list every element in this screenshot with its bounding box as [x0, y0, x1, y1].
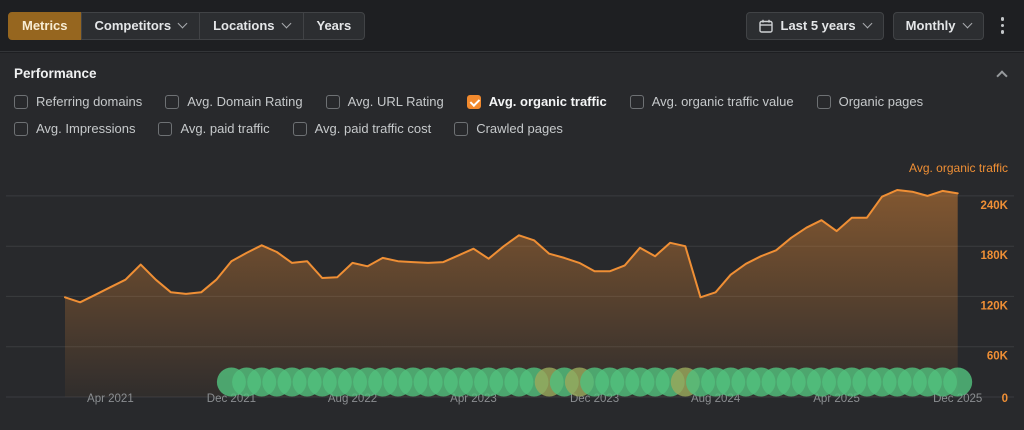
metric-label: Avg. paid traffic cost: [314, 121, 432, 136]
toolbar-right: Last 5 years Monthly: [745, 11, 1013, 40]
annotation-marker[interactable]: [943, 367, 973, 397]
chevron-down-icon: [177, 18, 188, 29]
tab-label: Years: [316, 18, 352, 33]
chevron-down-icon: [862, 18, 873, 29]
metric-label: Referring domains: [36, 94, 143, 109]
checkbox-unchecked-icon: [325, 94, 340, 109]
tab-label: Competitors: [94, 18, 172, 33]
metric-checkbox-organic-pages[interactable]: Organic pages: [816, 94, 924, 109]
metric-label: Avg. organic traffic: [488, 94, 607, 109]
checkbox-unchecked-icon: [14, 94, 28, 109]
panel-title: Performance: [14, 66, 97, 81]
traffic-chart-svg: Apr 2021 Dec 2021 Aug 2022 Apr 2023 Dec 2023…: [6, 161, 1014, 405]
y-tick-label: 240K: [981, 200, 1009, 212]
y-tick-label: 120K: [981, 300, 1009, 312]
tab-label: Metrics: [22, 18, 68, 33]
metric-checkbox-avg-paid-traffic-cost[interactable]: Avg. paid traffic cost: [292, 121, 432, 136]
kebab-dot: [1000, 30, 1004, 34]
tab-competitors[interactable]: Competitors: [80, 11, 201, 40]
traffic-line[interactable]: [64, 189, 959, 304]
calendar-icon: [758, 19, 773, 33]
traffic-chart: Apr 2021 Dec 2021 Aug 2022 Apr 2023 Dec 2023…: [0, 158, 1024, 420]
panel-header: Performance: [0, 53, 1024, 82]
metric-label: Avg. Impressions: [36, 121, 136, 136]
y-tick-label: 60K: [987, 351, 1009, 363]
tab-locations[interactable]: Locations: [199, 11, 304, 40]
metric-row: Referring domains Avg. Domain Rating Avg. …: [14, 94, 1010, 109]
metric-checkbox-referring-domains[interactable]: Referring domains: [14, 94, 142, 109]
y-tick-label: 180K: [981, 250, 1009, 262]
metric-label: Avg. organic traffic value: [651, 94, 794, 109]
checkbox-checked-icon: [466, 94, 481, 109]
tab-years[interactable]: Years: [302, 11, 366, 40]
more-options-button[interactable]: [993, 11, 1013, 40]
metric-label: Avg. paid traffic: [180, 121, 270, 136]
tab-label: Locations: [213, 18, 275, 33]
metric-checkbox-group: Referring domains Avg. Domain Rating Avg. …: [0, 81, 1024, 136]
toolbar: Metrics Competitors Locations Years Last 5 …: [0, 0, 1024, 52]
metric-label: Avg. Domain Rating: [187, 94, 303, 109]
metric-checkbox-avg-impressions[interactable]: Avg. Impressions: [14, 121, 135, 136]
series-label: Avg. organic traffic: [909, 161, 1008, 175]
view-tabs: Metrics Competitors Locations Years: [8, 11, 366, 40]
metric-checkbox-crawled-pages[interactable]: Crawled pages: [454, 121, 563, 136]
chevron-down-icon: [962, 18, 972, 29]
checkbox-unchecked-icon: [165, 94, 180, 109]
checkbox-unchecked-icon: [816, 94, 831, 109]
granularity-label: Monthly: [905, 18, 956, 33]
metric-row: Avg. Impressions Avg. paid traffic Avg. pa…: [14, 121, 1010, 136]
y-tick-label: 0: [1002, 393, 1008, 405]
metric-checkbox-avg-domain-rating[interactable]: Avg. Domain Rating: [165, 94, 303, 109]
tab-metrics[interactable]: Metrics: [8, 11, 82, 40]
checkbox-unchecked-icon: [292, 121, 307, 136]
metric-label: Crawled pages: [476, 121, 563, 136]
metric-checkbox-avg-organic-traffic[interactable]: Avg. organic traffic: [466, 94, 607, 109]
checkbox-unchecked-icon: [158, 121, 173, 136]
checkbox-unchecked-icon: [14, 121, 28, 136]
metric-checkbox-avg-organic-traffic-value[interactable]: Avg. organic traffic value: [629, 94, 794, 109]
date-range-label: Last 5 years: [780, 18, 856, 33]
y-axis-labels: 240K 180K 120K 60K 0: [981, 200, 1009, 405]
metric-label: Avg. URL Rating: [347, 94, 444, 109]
collapse-section-icon[interactable]: [996, 70, 1008, 82]
checkbox-unchecked-icon: [629, 94, 644, 109]
annotation-markers: [216, 367, 973, 397]
metric-checkbox-avg-url-rating[interactable]: Avg. URL Rating: [325, 94, 444, 109]
date-range-button[interactable]: Last 5 years: [745, 11, 884, 40]
metric-checkbox-avg-paid-traffic[interactable]: Avg. paid traffic: [158, 121, 270, 136]
checkbox-unchecked-icon: [454, 121, 469, 136]
chevron-down-icon: [281, 18, 291, 29]
metric-label: Organic pages: [838, 94, 924, 109]
performance-panel: Performance Referring domains Avg. Domain…: [0, 53, 1024, 430]
kebab-dot: [1000, 17, 1004, 21]
traffic-area: [65, 190, 958, 397]
x-tick-label: Apr 2021: [87, 393, 134, 405]
granularity-button[interactable]: Monthly: [892, 11, 984, 40]
kebab-dot: [1000, 23, 1004, 28]
